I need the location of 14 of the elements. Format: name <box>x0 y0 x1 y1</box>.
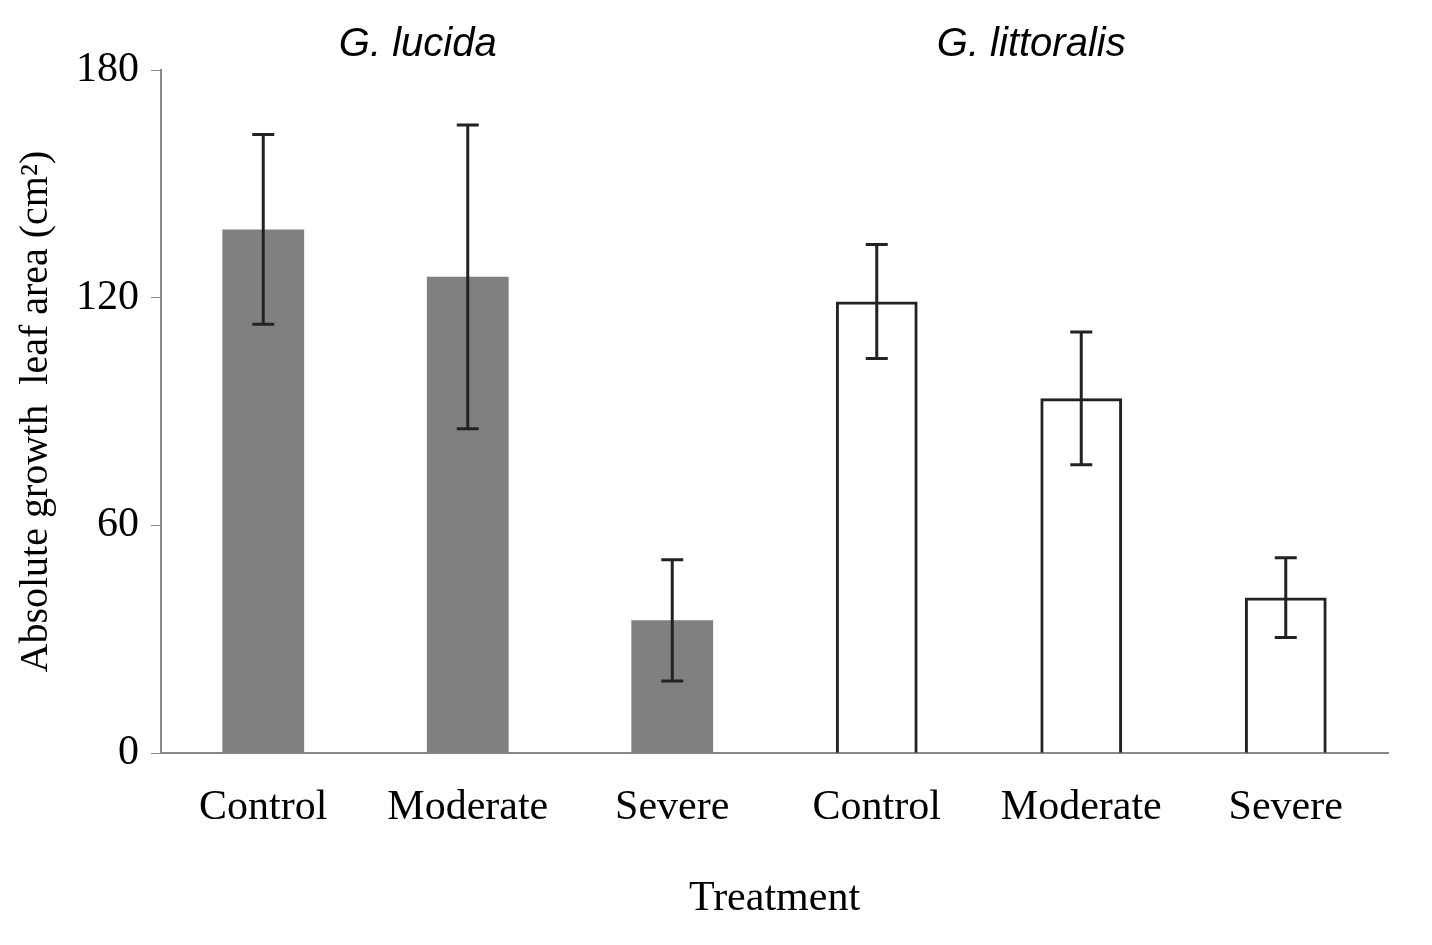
y-axis-title: Absolute growth leaf area (cm²) <box>10 150 56 673</box>
x-tick-label: Severe <box>1228 782 1343 829</box>
y-tick-label: 120 <box>76 271 139 318</box>
x-tick-label: Moderate <box>1000 782 1162 829</box>
y-tick-label: 60 <box>97 499 139 546</box>
x-tick-label: Moderate <box>387 782 549 829</box>
x-axis-title: Treatment <box>688 872 861 919</box>
x-tick-label: Control <box>812 782 941 829</box>
x-tick-label: Control <box>199 782 328 829</box>
text: G. littoralis <box>936 20 1126 64</box>
y-tick-label: 0 <box>118 727 139 774</box>
text: G. lucida <box>338 20 497 64</box>
x-tick-label: Severe <box>615 782 730 829</box>
y-tick-label: 180 <box>76 44 139 91</box>
